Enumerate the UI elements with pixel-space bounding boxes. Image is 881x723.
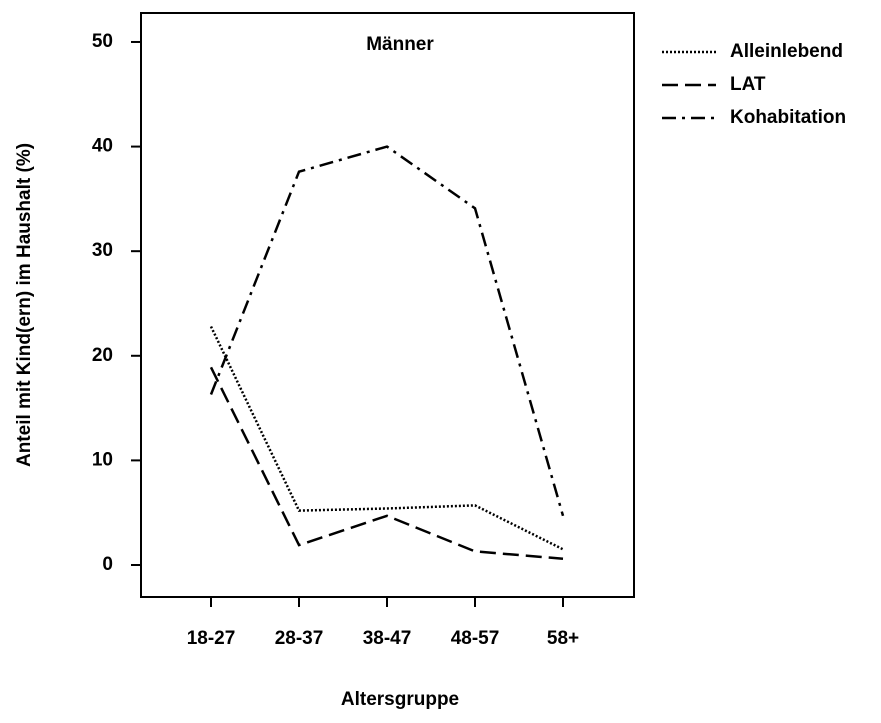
x-tick-label: 38-47 — [363, 628, 412, 649]
y-tick-label: 0 — [102, 554, 113, 575]
y-tick-label: 40 — [92, 136, 113, 157]
x-tick-label: 58+ — [547, 628, 579, 649]
x-axis-label: Altersgruppe — [341, 689, 459, 710]
y-tick-label: 50 — [92, 31, 113, 52]
x-tick-label: 48-57 — [451, 628, 500, 649]
series-line — [209, 145, 565, 517]
y-tick-label: 10 — [92, 449, 113, 470]
legend-label: Kohabitation — [730, 107, 846, 128]
chart-title: Männer — [366, 34, 434, 55]
x-tick-label: 18-27 — [187, 628, 236, 649]
legend-label: LAT — [730, 74, 766, 95]
y-tick-label: 20 — [92, 345, 113, 366]
x-tick-label: 28-37 — [275, 628, 324, 649]
series-line — [209, 366, 564, 560]
y-axis-label: Anteil mit Kind(ern) im Haushalt (%) — [14, 143, 35, 467]
y-tick-label: 30 — [92, 240, 113, 261]
series-line — [209, 325, 564, 551]
legend-label: Alleinlebend — [730, 41, 843, 62]
